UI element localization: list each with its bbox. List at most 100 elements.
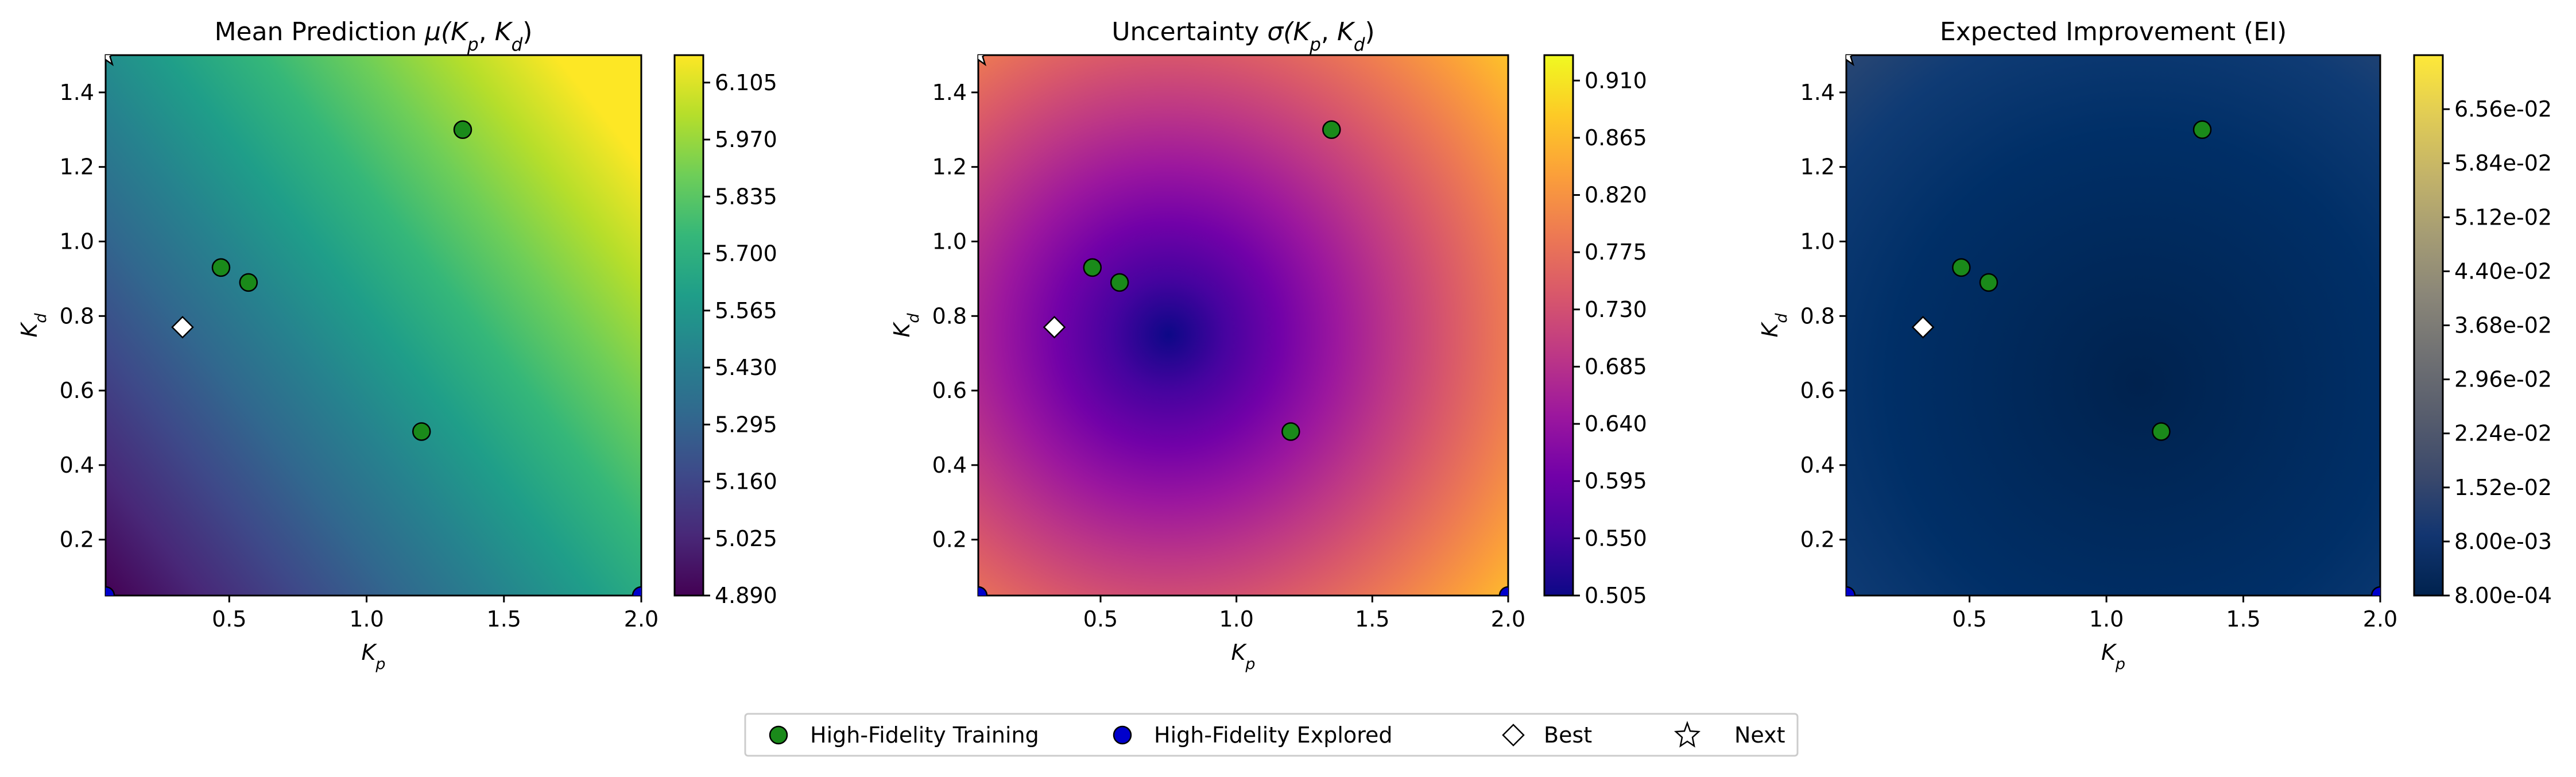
panel-2: 0.5 1.0 1.5 2.0 0.2 0.4 0.6 0.8 1.0 1.2 1.4 Kp Kd Unc…	[889, 17, 1647, 673]
x-tick-label: 1.5	[1355, 606, 1389, 632]
y-tick-label: 1.4	[1800, 80, 1835, 105]
legend-marker-hf-training	[769, 725, 788, 745]
colorbar: 8.00e-04 8.00e-03 1.52e-02 2.24e-02 2.96e-02…	[2413, 54, 2552, 608]
heatmap-field	[106, 55, 641, 596]
y-tick-label: 1.4	[932, 80, 967, 105]
y-tick-label: 1.0	[932, 229, 967, 254]
colorbar-tick-label: 0.910	[1585, 68, 1647, 93]
panel-1: 0.5 1.0 1.5 2.0 0.2 0.4 0.6 0.8 1.0 1.2 1.4 Kp Kd Mea…	[17, 17, 777, 673]
best-point	[1911, 315, 1935, 339]
axes-frame	[1845, 54, 2381, 597]
colorbar-tick-label: 5.295	[715, 412, 777, 437]
colorbar-tick-label: 5.835	[715, 184, 777, 209]
panel-title: Expected Improvement (EI)	[1940, 17, 2287, 47]
x-tick-label: 1.5	[487, 606, 521, 632]
x-axis-label: Kp	[2101, 640, 2125, 673]
colorbar-tick-label: 8.00e-03	[2454, 529, 2552, 554]
y-tick-label: 0.6	[60, 378, 94, 403]
colorbar: 4.890 5.025 5.160 5.295 5.430 5.565 5.700 5.835…	[673, 54, 777, 608]
hf-training-point	[2192, 120, 2212, 140]
legend-frame	[744, 713, 1799, 757]
x-tick-label: 0.5	[212, 606, 246, 632]
axes-frame	[977, 54, 1509, 597]
x-tick-label: 2.0	[624, 606, 658, 632]
colorbar-tick-label: 6.56e-02	[2454, 96, 2552, 122]
colorbar-tick-label: 0.775	[1585, 239, 1647, 265]
y-tick-label: 1.0	[1800, 229, 1835, 254]
next-point	[106, 55, 114, 67]
y-axis-label: Kd	[889, 313, 923, 338]
colorbar-bar	[1543, 54, 1574, 597]
x-axis-label: Kp	[361, 640, 385, 673]
points	[1846, 55, 2380, 596]
best-point	[171, 315, 194, 339]
hf-training-point	[211, 258, 231, 277]
legend-marker-best	[1502, 724, 1525, 747]
points	[978, 55, 1508, 596]
hf-explored-point	[1846, 586, 1856, 596]
axes-frame	[104, 54, 642, 597]
hf-explored-point	[632, 586, 641, 596]
colorbar-tick-label: 6.105	[715, 70, 777, 95]
hf-explored-point	[106, 586, 115, 596]
x-tick-label: 1.5	[2226, 606, 2260, 632]
panel-3: 0.5 1.0 1.5 2.0 0.2 0.4 0.6 0.8 1.0 1.2 1.4 Kp Kd Exp…	[1757, 17, 2552, 673]
hf-training-point	[1322, 120, 1341, 140]
x-tick-label: 0.5	[1083, 606, 1118, 632]
legend-marker-hf-explored	[1113, 725, 1132, 745]
y-tick-label: 0.4	[60, 453, 94, 478]
colorbar-tick-label: 5.025	[715, 526, 777, 551]
colorbar-tick-label: 0.730	[1585, 297, 1647, 322]
colorbar-tick-label: 5.160	[715, 469, 777, 494]
panel-title: Uncertainty σ(Kp, Kd)	[1111, 17, 1374, 55]
heatmap-field	[1846, 55, 2380, 596]
y-tick-label: 0.2	[932, 527, 967, 552]
colorbar-tick-label: 4.890	[715, 583, 777, 608]
colorbar-tick-label: 0.505	[1585, 583, 1647, 608]
y-tick-label: 0.2	[1800, 527, 1835, 552]
colorbar-tick-label: 4.40e-02	[2454, 258, 2552, 284]
heatmap-field	[978, 55, 1508, 596]
colorbar-tick-label: 5.84e-02	[2454, 150, 2552, 176]
x-tick-label: 2.0	[1491, 606, 1525, 632]
next-point	[1846, 55, 1855, 67]
legend: High-Fidelity Training High-Fidelity Exp…	[744, 713, 1799, 757]
x-tick-label: 0.5	[1952, 606, 1986, 632]
hf-explored-point	[2370, 586, 2380, 596]
hf-training-point	[1110, 273, 1129, 292]
y-tick-label: 0.8	[932, 303, 967, 328]
legend-label-best: Best	[1544, 722, 1592, 748]
y-tick-label: 0.6	[1800, 378, 1835, 403]
y-tick-label: 0.4	[932, 453, 967, 478]
y-tick-label: 1.2	[60, 154, 94, 180]
y-tick-label: 0.6	[932, 378, 967, 403]
hf-training-point	[1281, 422, 1300, 441]
colorbar: 0.505 0.550 0.595 0.640 0.685 0.730 0.775 0.820…	[1543, 54, 1647, 608]
legend-label-hf-explored: High-Fidelity Explored	[1154, 722, 1393, 748]
colorbar-tick-label: 0.820	[1585, 183, 1647, 208]
x-tick-label: 1.0	[2089, 606, 2124, 632]
y-axis-label: Kd	[1757, 313, 1791, 338]
colorbar-tick-label: 5.970	[715, 127, 777, 152]
next-point	[978, 55, 987, 67]
hf-training-point	[1979, 273, 1998, 292]
colorbar-tick-label: 0.595	[1585, 469, 1647, 494]
legend-label-hf-training: High-Fidelity Training	[810, 722, 1039, 748]
colorbar-tick-label: 0.685	[1585, 354, 1647, 379]
colorbar-tick-label: 0.640	[1585, 411, 1647, 436]
y-tick-label: 0.4	[1800, 453, 1835, 478]
colorbar-tick-label: 0.865	[1585, 125, 1647, 150]
x-axis-label: Kp	[1231, 640, 1255, 673]
y-tick-label: 1.2	[1800, 154, 1835, 180]
y-tick-label: 1.4	[60, 80, 94, 105]
points	[106, 55, 641, 596]
hf-training-point	[412, 422, 431, 441]
hf-training-point	[239, 273, 258, 292]
hf-explored-point	[1498, 586, 1508, 596]
legend-label-next: Next	[1734, 722, 1785, 748]
panel-title: Mean Prediction μ(Kp, Kd)	[215, 17, 533, 55]
colorbar-tick-label: 5.700	[715, 241, 777, 266]
hf-training-point	[2152, 422, 2171, 441]
x-tick-label: 1.0	[349, 606, 384, 632]
